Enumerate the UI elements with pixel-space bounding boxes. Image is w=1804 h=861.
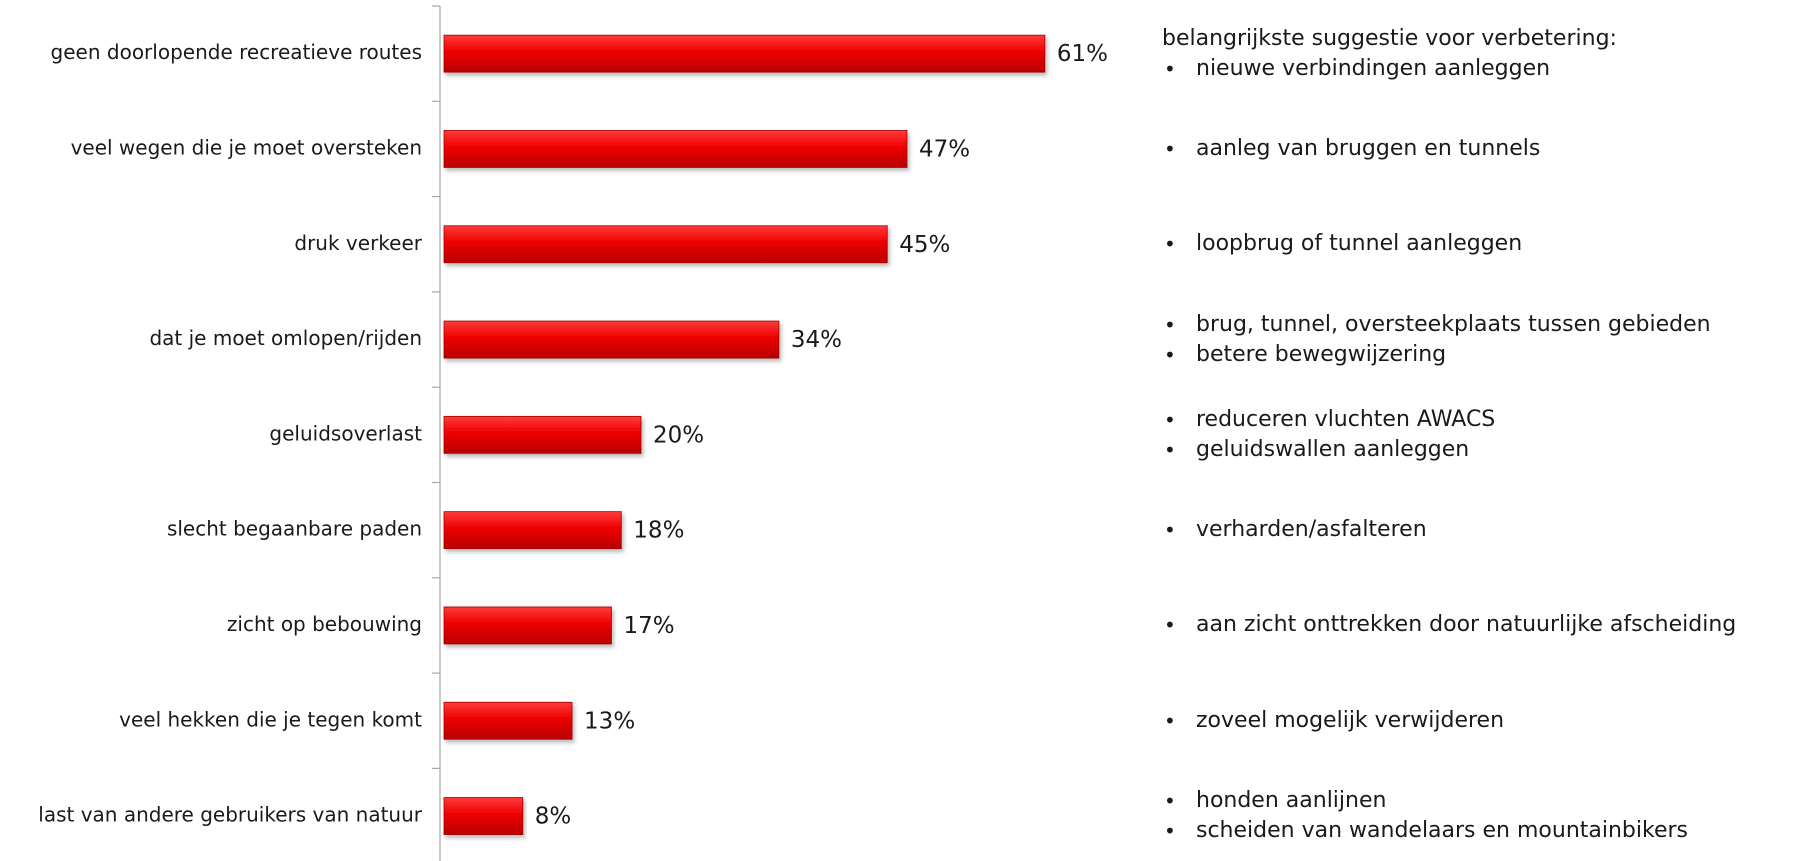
- suggestion-item: reduceren vluchten AWACS: [1162, 405, 1495, 435]
- suggestion-item: aan zicht onttrekken door natuurlijke af…: [1162, 610, 1736, 640]
- value-labels: 61% 47% 45% 34% 20% 18% 17% 13% 8%: [535, 41, 1108, 829]
- category-labels: geen doorlopende recreatieve routes veel …: [38, 40, 423, 826]
- suggestion-item: brug, tunnel, oversteekplaats tussen geb…: [1162, 310, 1711, 340]
- value-label: 18%: [633, 518, 684, 544]
- bar: [443, 34, 1046, 73]
- suggestion-group: honden aanlijnenscheiden van wandelaars …: [1162, 786, 1688, 846]
- value-label: 8%: [535, 804, 572, 830]
- category-label: slecht begaanbare paden: [167, 517, 422, 541]
- bar: [443, 225, 888, 264]
- suggestion-item: loopbrug of tunnel aanleggen: [1162, 229, 1522, 259]
- bar: [443, 415, 642, 454]
- suggestion-group: zoveel mogelijk verwijderen: [1162, 706, 1504, 736]
- bars: [443, 34, 1046, 835]
- value-label: 20%: [653, 422, 704, 448]
- bar: [443, 797, 524, 835]
- suggestion-group: aanleg van bruggen en tunnels: [1162, 134, 1540, 164]
- suggestion-group: nieuwe verbindingen aanleggen: [1162, 54, 1550, 84]
- bar: [443, 320, 780, 359]
- suggestion-item: verharden/asfalteren: [1162, 515, 1427, 545]
- suggestion-item: zoveel mogelijk verwijderen: [1162, 706, 1504, 736]
- category-label: geluidsoverlast: [269, 421, 422, 445]
- suggestion-item: scheiden van wandelaars en mountainbiker…: [1162, 816, 1688, 846]
- suggestion-group: reduceren vluchten AWACSgeluidswallen aa…: [1162, 405, 1495, 465]
- suggestion-item: geluidswallen aanleggen: [1162, 435, 1495, 465]
- value-label: 34%: [791, 327, 842, 353]
- suggestion-group: verharden/asfalteren: [1162, 515, 1427, 545]
- category-label: last van andere gebruikers van natuur: [38, 803, 423, 827]
- category-label: dat je moet omlopen/rijden: [149, 326, 422, 350]
- suggestion-group: brug, tunnel, oversteekplaats tussen geb…: [1162, 310, 1711, 370]
- value-label: 45%: [899, 232, 950, 258]
- category-label: zicht op bebouwing: [227, 612, 422, 636]
- category-label: druk verkeer: [294, 231, 422, 255]
- suggestion-group: aan zicht onttrekken door natuurlijke af…: [1162, 610, 1736, 640]
- suggestion-item: honden aanlijnen: [1162, 786, 1688, 816]
- suggestion-group: loopbrug of tunnel aanleggen: [1162, 229, 1522, 259]
- category-label: veel wegen die je moet oversteken: [71, 135, 422, 159]
- suggestions-title: belangrijkste suggestie voor verbetering…: [1162, 26, 1617, 51]
- value-label: 17%: [623, 613, 674, 639]
- suggestion-item: aanleg van bruggen en tunnels: [1162, 134, 1540, 164]
- bar: [443, 130, 908, 168]
- bar: [443, 606, 612, 645]
- bar-chart: geen doorlopende recreatieve routes veel …: [38, 5, 1108, 861]
- value-label: 61%: [1057, 41, 1108, 67]
- bar: [443, 701, 573, 740]
- suggestion-item: betere bewegwijzering: [1162, 340, 1711, 370]
- bar: [443, 511, 622, 550]
- category-label: geen doorlopende recreatieve routes: [51, 40, 422, 64]
- category-axis: [432, 5, 441, 861]
- value-label: 13%: [584, 708, 635, 734]
- value-label: 47%: [919, 136, 970, 162]
- suggestion-item: nieuwe verbindingen aanleggen: [1162, 54, 1550, 84]
- category-label: veel hekken die je tegen komt: [119, 707, 422, 731]
